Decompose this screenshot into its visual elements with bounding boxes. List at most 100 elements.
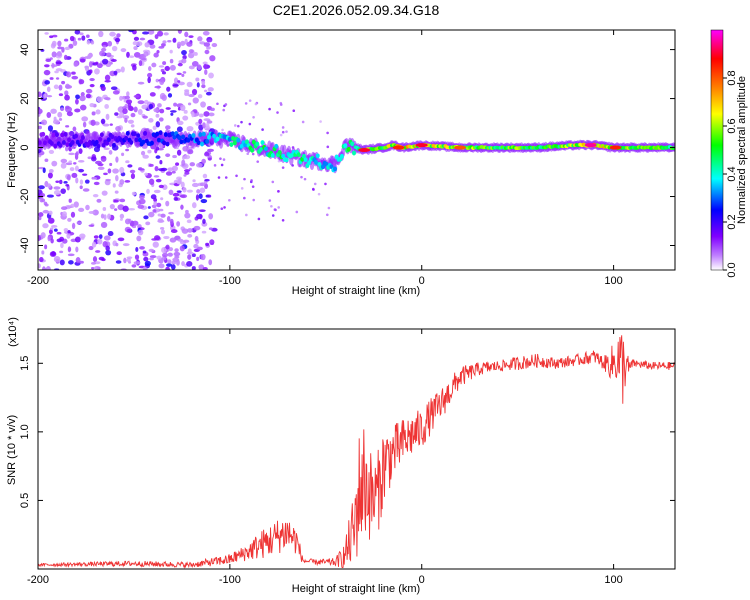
noise-blob (158, 117, 164, 122)
noise-blob (82, 173, 88, 176)
noise-blob (127, 164, 133, 168)
noise-blob (119, 218, 123, 221)
noise-blob (49, 77, 54, 80)
noise-blob (173, 102, 178, 107)
noise-blob (120, 48, 127, 53)
noise-blob (50, 238, 54, 244)
noise-blob (279, 103, 283, 106)
noise-blob (223, 206, 226, 209)
noise-blob (169, 218, 174, 225)
noise-blob (167, 167, 174, 172)
noise-blob (100, 118, 106, 125)
noise-blob (196, 256, 200, 262)
noise-blob (165, 266, 170, 270)
noise-blob (126, 91, 130, 97)
noise-blob (115, 156, 119, 163)
noise-blob (111, 45, 118, 52)
noise-blob (201, 230, 207, 234)
noise-blob (208, 227, 214, 231)
colorbar-tick-label: 0.4 (726, 166, 738, 181)
noise-blob (176, 41, 182, 48)
noise-blob (90, 40, 95, 45)
noise-blob (41, 250, 45, 255)
noise-blob (165, 153, 171, 158)
noise-blob (174, 248, 179, 253)
noise-blob (49, 57, 53, 60)
ridge-point (54, 132, 59, 138)
noise-blob (77, 37, 82, 41)
ridge-point (260, 140, 265, 145)
noise-blob (149, 92, 156, 97)
noise-blob (64, 38, 69, 42)
noise-blob (189, 162, 196, 167)
noise-blob (51, 51, 57, 58)
ridge-point (99, 132, 104, 138)
noise-blob (317, 192, 321, 196)
spectrogram-x-label: Height of straight line (km) (292, 285, 420, 297)
noise-blob (172, 154, 177, 159)
noise-blob (70, 211, 76, 218)
noise-blob (115, 260, 122, 264)
noise-blob (147, 149, 152, 154)
noise-blob (57, 40, 62, 47)
noise-blob (281, 130, 285, 134)
noise-blob (161, 71, 167, 75)
noise-blob (198, 264, 205, 270)
noise-blob (252, 115, 255, 119)
noise-blob (84, 179, 90, 184)
noise-blob (81, 35, 86, 41)
noise-blob (94, 266, 101, 270)
noise-blob (44, 80, 51, 85)
noise-blob (123, 257, 127, 264)
ridge-point (80, 135, 85, 140)
x-tick-label: 100 (604, 574, 622, 586)
noise-blob (79, 260, 84, 264)
noise-blob (60, 242, 64, 249)
noise-blob (143, 215, 149, 220)
noise-blob (183, 174, 187, 177)
noise-blob (124, 95, 131, 100)
noise-blob (97, 238, 103, 245)
noise-blob (155, 155, 161, 159)
ridge-point (60, 132, 65, 138)
noise-blob (56, 51, 62, 57)
ridge-point (125, 130, 130, 136)
noise-blob (45, 266, 51, 270)
noise-blob (51, 40, 57, 47)
noise-blob (155, 121, 161, 128)
noise-blob (38, 91, 42, 98)
noise-blob (144, 172, 148, 176)
noise-blob (204, 151, 210, 157)
noise-blob (141, 104, 148, 110)
noise-blob (71, 172, 78, 178)
noise-blob (59, 179, 63, 185)
noise-blob (44, 158, 49, 163)
noise-blob (122, 243, 130, 247)
noise-blob (176, 179, 182, 185)
ridge-point (158, 130, 163, 136)
ridge-point (124, 135, 129, 141)
noise-blob (207, 39, 213, 43)
noise-blob (73, 201, 79, 208)
noise-blob (157, 147, 164, 151)
noise-blob (254, 102, 258, 106)
noise-blob (244, 102, 248, 105)
noise-blob (53, 84, 59, 90)
noise-blob (313, 182, 317, 186)
noise-blob (95, 61, 99, 65)
noise-blob (81, 116, 89, 122)
noise-blob (196, 82, 200, 88)
noise-blob (184, 89, 190, 93)
noise-blob (44, 32, 49, 35)
noise-blob (102, 45, 107, 48)
noise-blob (109, 162, 113, 167)
snr-panel: -200 -100 0 100 0.5 1.0 1.5 (x10⁴) Height of … (6, 317, 676, 595)
noise-blob (99, 50, 106, 57)
noise-blob (159, 108, 165, 114)
noise-blob (300, 175, 303, 179)
noise-blob (180, 194, 188, 199)
noise-blob (103, 214, 107, 220)
noise-blob (89, 69, 93, 74)
noise-blob (60, 206, 68, 211)
noise-blob (117, 237, 125, 242)
